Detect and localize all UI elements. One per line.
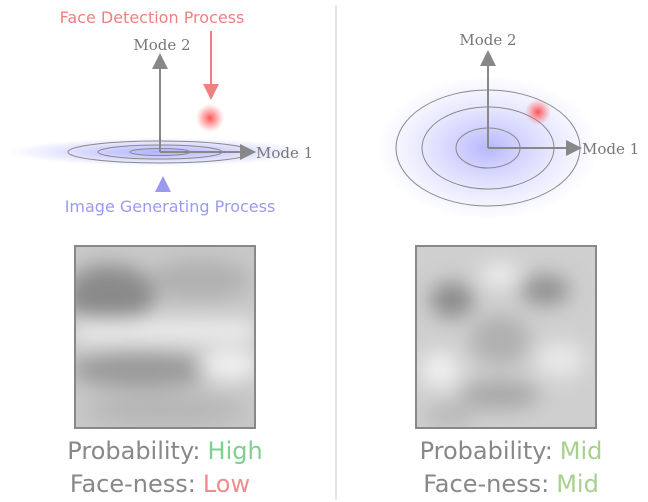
value: Low: [203, 470, 250, 498]
label: Probability:: [420, 437, 553, 465]
face-point: [196, 104, 224, 132]
annotation-top: Face Detection Process: [60, 8, 245, 27]
face-point: [525, 99, 551, 125]
probability: Probability: High: [67, 437, 262, 465]
faceness: Face-ness:Low: [70, 470, 250, 498]
value: Mid: [556, 470, 599, 498]
left-panel: Mode 2 Mode 1 Face Detection Process Ima…: [10, 8, 313, 498]
faceness: Face-ness:Mid: [423, 470, 599, 498]
axis-x-label: Mode 1: [256, 144, 313, 162]
label: Probability:: [67, 437, 200, 465]
right-panel: Mode 2 Mode 1 Probability:Mid Face-ness:…: [378, 31, 639, 498]
axis-x-label: Mode 1: [582, 140, 639, 158]
probability: Probability:Mid: [420, 437, 603, 465]
axis-y-label: Mode 2: [133, 36, 190, 54]
value: Mid: [560, 437, 603, 465]
label: Face-ness:: [423, 470, 549, 498]
axis-y-label: Mode 2: [459, 31, 516, 49]
sample-image: [416, 246, 596, 428]
annotation-bottom: Image Generating Process: [65, 197, 276, 216]
value: High: [208, 437, 263, 465]
sample-image: [65, 246, 260, 428]
figure: Mode 2 Mode 1 Face Detection Process Ima…: [0, 0, 648, 502]
label: Face-ness:: [70, 470, 196, 498]
